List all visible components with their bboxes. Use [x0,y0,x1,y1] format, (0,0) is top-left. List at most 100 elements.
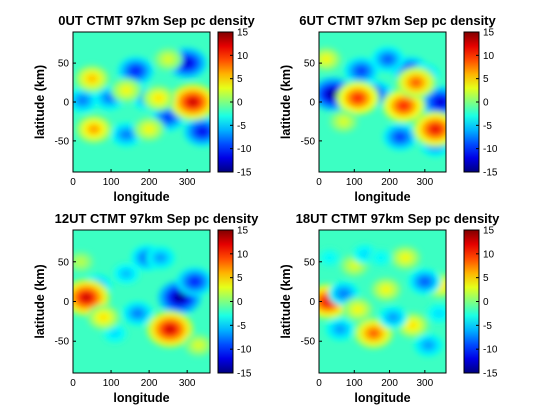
panel-title: 0UT CTMT 97km Sep pc density [58,13,255,28]
x-axis-label: longitude [354,391,410,405]
colorbar-tick-label: -10 [483,345,498,356]
y-axis-label: latitude (km) [279,264,293,338]
feature-11 [413,333,443,357]
colorbar-tick-label: -5 [483,121,492,132]
feature-10 [87,304,120,331]
colorbar-tick-label: -5 [237,321,246,332]
y-axis-label: latitude (km) [33,264,47,338]
x-axis-label: longitude [354,190,410,204]
x-tick-label: 300 [416,378,433,389]
y-tick-label: 0 [63,297,69,308]
colorbar-tick-label: -15 [483,168,498,179]
feature-5 [370,277,402,302]
x-tick-label: 200 [141,177,158,188]
y-tick-label: 50 [304,257,316,268]
feature-6 [183,116,210,147]
x-tick-label: 0 [316,177,322,188]
feature-8 [169,83,210,121]
feature-15 [342,297,374,322]
colorbar-tick-label: 15 [237,28,249,39]
panel-title: 18UT CTMT 97km Sep pc density [296,211,500,226]
feature-14 [133,117,165,142]
colorbar-tick-label: -5 [483,321,492,332]
colorbar-tick-label: -5 [237,121,246,132]
x-tick-label: 100 [346,177,363,188]
y-tick-label: 50 [304,59,316,70]
feature-5 [382,123,418,151]
feature-9 [146,310,194,348]
x-tick-label: 200 [141,378,158,389]
y-tick-label: 50 [58,257,70,268]
x-tick-label: 300 [179,378,196,389]
x-tick-label: 300 [416,177,433,188]
x-tick-label: 0 [70,177,76,188]
y-tick-label: 0 [63,98,69,109]
x-tick-label: 100 [103,378,120,389]
feature-9 [74,65,110,93]
y-tick-label: -50 [55,136,70,147]
colorbar-tick-label: 0 [237,98,243,109]
colorbar-tick-label: -15 [483,369,498,380]
feature-12 [412,111,446,148]
colorbar-tick-label: -15 [237,369,252,380]
x-tick-label: 300 [179,177,196,188]
colorbar-tick-label: -15 [237,168,252,179]
colorbar-tick-label: 15 [237,226,249,237]
colorbar-tick-label: 0 [237,297,243,308]
y-tick-label: -50 [301,136,316,147]
colorbar-tick-label: -10 [237,345,252,356]
feature-13 [368,248,393,268]
feature-3 [146,246,176,270]
colorbar-tick-label: 5 [237,273,243,284]
y-tick-label: -50 [55,337,70,348]
panel-2: 0 100 200 300 50 0 -50 12UT CTMT 97km Sep pc de… [33,211,259,405]
plot-area-1 [319,32,446,172]
feature-12 [110,78,142,103]
feature-2 [390,245,421,271]
feature-9 [378,305,408,329]
feature-4 [112,262,140,285]
x-axis-label: longitude [113,190,169,204]
panel-title: 6UT CTMT 97km Sep pc density [299,13,496,28]
colorbar-tick-label: 15 [483,226,495,237]
feature-12 [184,333,210,357]
feature-10 [75,114,113,144]
feature-8 [73,279,110,317]
feature-1 [117,56,154,86]
y-axis-label: latitude (km) [33,65,47,139]
plot-area-2 [73,230,210,373]
colorbar-tick-label: 0 [483,98,489,109]
plot-area-3 [319,230,446,373]
colorbar-tick-label: 10 [237,249,249,260]
colorbar-tick-label: 15 [483,28,495,39]
feature-10 [408,268,442,295]
y-tick-label: 0 [309,297,315,308]
x-tick-label: 200 [381,378,398,389]
feature-16 [426,303,446,324]
x-tick-label: 100 [103,177,120,188]
feature-13 [319,47,342,72]
colorbar-tick-label: -10 [237,144,252,155]
colorbar-tick-label: 5 [483,74,489,85]
feature-1 [176,267,210,296]
x-tick-label: 100 [346,378,363,389]
colorbar-tick-label: 0 [483,297,489,308]
y-axis-label: latitude (km) [279,65,293,139]
feature-11 [73,250,95,273]
feature-6 [122,301,154,326]
feature-3 [73,88,98,113]
colorbar-tick-label: 10 [237,51,249,62]
panel-title: 12UT CTMT 97km Sep pc density [55,211,259,226]
colorbar-tick-label: 10 [483,51,495,62]
feature-11 [396,66,436,99]
feature-11 [142,85,175,112]
feature-1 [344,57,379,85]
feature-9 [336,81,380,116]
plot-area-0 [73,32,210,172]
y-tick-label: 50 [58,59,70,70]
feature-13 [153,47,183,71]
